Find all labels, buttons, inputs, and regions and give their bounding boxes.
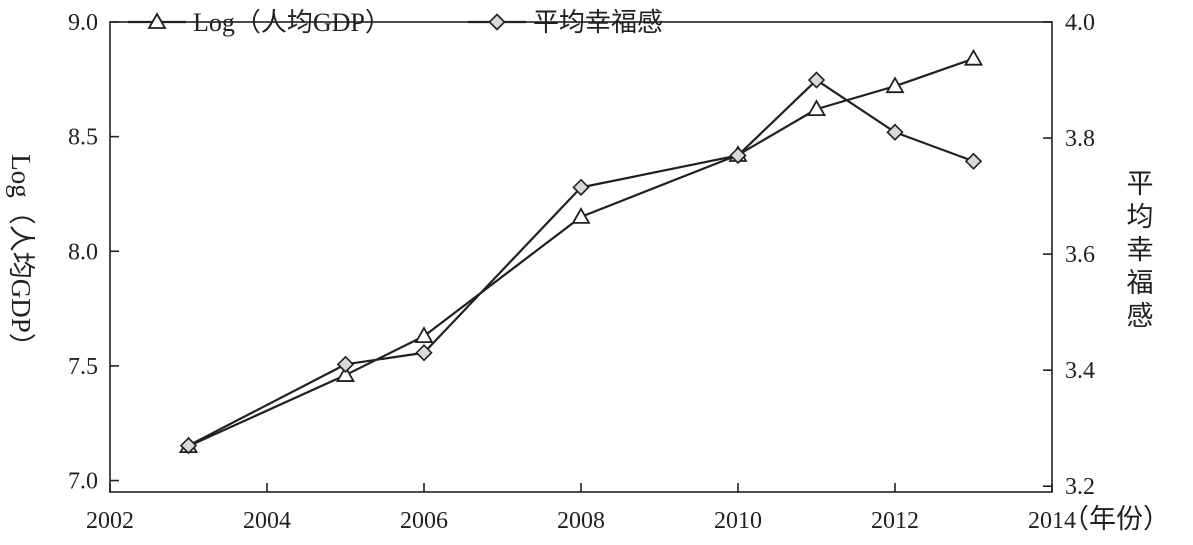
x-tick-label: 2014 (1028, 508, 1076, 534)
data-point (414, 326, 434, 343)
legend-triangle-marker (147, 12, 167, 29)
y-right-title-char: 福 (1127, 268, 1154, 298)
data-point (885, 76, 905, 94)
legend-entry-2: 平均幸福感 (468, 8, 663, 37)
data-point (963, 48, 984, 66)
y-left-axis-title: Log（人均GDP） (6, 154, 36, 360)
data-point (886, 123, 904, 141)
legend-entry-1: Log（人均GDP） (128, 8, 391, 37)
x-tick-label: 2008 (557, 508, 605, 534)
y-left-tick-label: 7.0 (68, 469, 98, 495)
x-tick-label: 2004 (243, 508, 291, 534)
y-right-title-char: 平 (1127, 169, 1154, 199)
y-left-tick-label: 8.0 (68, 239, 98, 265)
series-line-1 (188, 57, 974, 448)
data-point (415, 344, 433, 362)
x-tick-label: 2012 (871, 508, 919, 534)
x-tick-label: 2002 (86, 508, 134, 534)
data-point (335, 365, 356, 382)
data-point (571, 207, 591, 224)
legend-label: Log（人均GDP） (193, 8, 391, 37)
x-axis-title: （年份） (1062, 504, 1170, 534)
series-layer (178, 48, 984, 455)
legend-label: 平均幸福感 (533, 8, 663, 37)
y-right-tick-label: 3.6 (1065, 242, 1095, 268)
y-right-tick-label: 3.4 (1065, 358, 1095, 384)
data-point (806, 99, 827, 117)
series-line-2 (187, 78, 974, 447)
data-point (807, 71, 826, 89)
y-left-tick-label: 7.5 (68, 354, 98, 380)
y-left-tick-label: 9.0 (68, 10, 98, 36)
y-right-tick-label: 3.8 (1065, 126, 1095, 152)
y-right-tick-label: 3.2 (1065, 474, 1095, 500)
data-point (572, 178, 590, 197)
x-tick-label: 2006 (400, 508, 448, 534)
data-point (179, 436, 198, 455)
y-right-title-char: 均 (1127, 202, 1154, 232)
legend: Log（人均GDP） 平均幸福感 (128, 8, 663, 37)
x-tick-label: 2010 (714, 508, 762, 534)
plot-frame (109, 21, 1053, 493)
plot-border (109, 21, 1053, 493)
series-2 (179, 71, 983, 455)
data-point (336, 355, 355, 373)
y-right-title-char: 感 (1127, 301, 1154, 331)
data-point (964, 152, 983, 170)
y-right-tick-label: 4.0 (1065, 10, 1095, 36)
y-left-tick-label: 8.5 (68, 125, 98, 151)
axis-ticks: 2002 2004 2006 2008 2010 2012 2014 7.0 7.5 8.0 8.5… (68, 10, 1095, 534)
axis-titles: Log（人均GDP） 平均幸福感 （年份） (6, 154, 1170, 534)
data-point (729, 146, 747, 165)
y-right-axis-title: 平均幸福感 (1127, 169, 1154, 331)
legend-diamond-marker (488, 13, 506, 31)
y-right-title-char: 幸 (1127, 235, 1154, 265)
